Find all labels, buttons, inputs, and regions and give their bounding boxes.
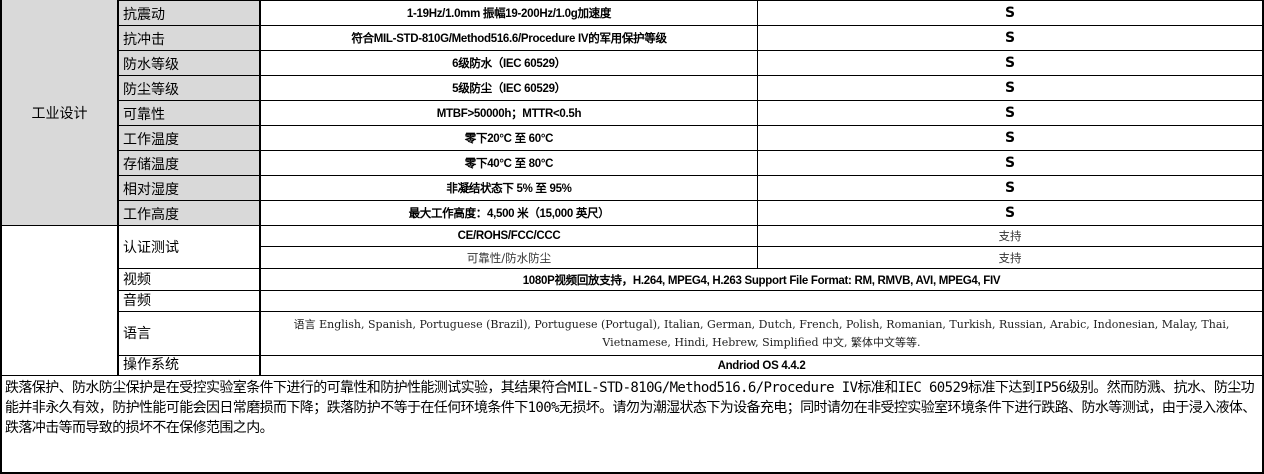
spec-value: 非凝结状态下 5% 至 95% bbox=[260, 175, 758, 201]
spec-support: S bbox=[757, 150, 1264, 176]
spec-support: S bbox=[757, 0, 1264, 26]
spec-label: 存储温度 bbox=[117, 150, 261, 176]
certification-item: 可靠性/防水防尘 bbox=[260, 246, 758, 269]
language-value: 语言 English, Spanish, Portuguese (Brazil)… bbox=[260, 311, 1264, 356]
certification-support: 支持 bbox=[757, 225, 1264, 247]
spec-value: 符合MIL-STD-810G/Method516.6/Procedure IV的… bbox=[260, 25, 758, 51]
certification-item: CE/ROHS/FCC/CCC bbox=[260, 225, 758, 247]
audio-value bbox=[260, 290, 1264, 312]
os-value: Andriod OS 4.4.2 bbox=[260, 355, 1264, 376]
spec-support: S bbox=[757, 200, 1264, 226]
blank-group-cell bbox=[0, 225, 118, 376]
spec-label: 防水等级 bbox=[117, 50, 261, 76]
spec-value: 零下20°C 至 60°C bbox=[260, 125, 758, 151]
group-label-industrial-design: 工业设计 bbox=[0, 0, 118, 226]
spec-support: S bbox=[757, 100, 1264, 126]
spec-value: 零下40°C 至 80°C bbox=[260, 150, 758, 176]
spec-value: 6级防水（IEC 60529） bbox=[260, 50, 758, 76]
spec-label: 工作高度 bbox=[117, 200, 261, 226]
spec-label: 可靠性 bbox=[117, 100, 261, 126]
video-label: 视频 bbox=[117, 268, 261, 291]
spec-support: S bbox=[757, 175, 1264, 201]
spec-label: 抗冲击 bbox=[117, 25, 261, 51]
spec-label: 工作温度 bbox=[117, 125, 261, 151]
spec-label: 相对湿度 bbox=[117, 175, 261, 201]
spec-support: S bbox=[757, 50, 1264, 76]
spec-label: 抗震动 bbox=[117, 0, 261, 26]
video-value: 1080P视频回放支持，H.264, MPEG4, H.263 Support … bbox=[260, 268, 1264, 291]
spec-value: MTBF>50000h；MTTR<0.5h bbox=[260, 100, 758, 126]
disclaimer-note: 跌落保护、防水防尘保护是在受控实验室条件下进行的可靠性和防护性能测试实验，其结果… bbox=[0, 375, 1264, 474]
spec-support: S bbox=[757, 125, 1264, 151]
certification-label: 认证测试 bbox=[117, 225, 261, 269]
certification-support: 支持 bbox=[757, 246, 1264, 269]
spec-value: 1-19Hz/1.0mm 振幅19-200Hz/1.0g加速度 bbox=[260, 0, 758, 26]
spec-value: 5级防尘（IEC 60529） bbox=[260, 75, 758, 101]
spec-support: S bbox=[757, 75, 1264, 101]
spec-support: S bbox=[757, 25, 1264, 51]
audio-label: 音频 bbox=[117, 290, 261, 312]
spec-value: 最大工作高度：4,500 米（15,000 英尺） bbox=[260, 200, 758, 226]
spec-label: 防尘等级 bbox=[117, 75, 261, 101]
os-label: 操作系统 bbox=[117, 355, 261, 376]
language-label: 语言 bbox=[117, 311, 261, 356]
